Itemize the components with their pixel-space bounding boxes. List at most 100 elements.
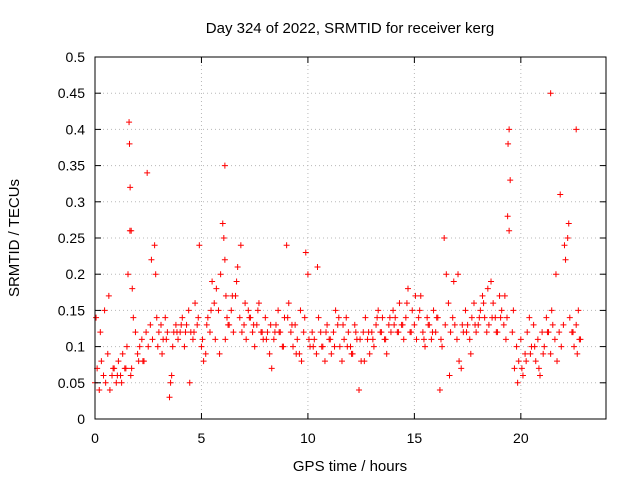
y-tick-label: 0.25	[58, 230, 85, 246]
data-point	[479, 292, 486, 299]
data-point	[195, 314, 202, 321]
data-point	[321, 358, 328, 365]
data-point	[442, 321, 449, 328]
data-point	[514, 379, 521, 386]
data-point	[493, 329, 500, 336]
data-point	[138, 336, 145, 343]
data-point	[126, 227, 133, 234]
data-point	[272, 321, 279, 328]
data-point	[402, 314, 409, 321]
data-point	[98, 358, 105, 365]
data-point	[356, 387, 363, 394]
data-point	[445, 300, 452, 307]
data-point	[167, 379, 174, 386]
data-point	[507, 177, 514, 184]
data-point	[366, 350, 373, 357]
axis-ticks	[94, 56, 606, 420]
data-point	[225, 321, 232, 328]
data-point	[409, 307, 416, 314]
data-point	[348, 350, 355, 357]
data-point	[573, 321, 580, 328]
data-point	[382, 336, 389, 343]
data-point	[561, 242, 568, 249]
data-point	[539, 329, 546, 336]
data-point	[505, 140, 512, 147]
data-points	[92, 90, 584, 401]
data-point	[130, 314, 137, 321]
data-point	[456, 358, 463, 365]
data-point	[413, 336, 420, 343]
data-point	[472, 321, 479, 328]
data-point	[459, 321, 466, 328]
x-tick-label: 15	[407, 430, 423, 446]
data-point	[481, 314, 488, 321]
data-point	[522, 350, 529, 357]
data-point	[476, 314, 483, 321]
data-point	[383, 350, 390, 357]
data-point	[211, 300, 218, 307]
data-point	[262, 314, 269, 321]
data-point	[501, 292, 508, 299]
data-point	[145, 343, 152, 350]
data-point	[102, 379, 109, 386]
data-point	[229, 292, 236, 299]
data-point	[126, 119, 133, 126]
data-point	[284, 314, 291, 321]
data-point	[485, 321, 492, 328]
data-point	[361, 358, 368, 365]
data-point	[327, 336, 334, 343]
data-point	[313, 350, 320, 357]
data-point	[517, 336, 524, 343]
data-point	[287, 329, 294, 336]
data-point	[285, 300, 292, 307]
data-point	[221, 162, 228, 169]
data-point	[557, 191, 564, 198]
data-point	[200, 358, 207, 365]
data-point	[503, 314, 510, 321]
data-point	[417, 292, 424, 299]
data-point	[154, 343, 161, 350]
y-tick-label: 0.15	[58, 302, 85, 318]
data-point	[144, 169, 151, 176]
data-point	[179, 314, 186, 321]
data-point	[136, 343, 143, 350]
data-point	[119, 350, 126, 357]
data-point	[362, 314, 369, 321]
data-point	[551, 336, 558, 343]
data-point	[304, 271, 311, 278]
data-point	[462, 307, 469, 314]
data-point	[437, 336, 444, 343]
data-point	[267, 321, 274, 328]
data-point	[181, 343, 188, 350]
data-point	[237, 242, 244, 249]
data-point	[105, 292, 112, 299]
data-point	[310, 343, 317, 350]
data-point	[254, 307, 261, 314]
data-point	[424, 314, 431, 321]
data-point	[148, 256, 155, 263]
data-point	[455, 271, 462, 278]
data-point	[473, 329, 480, 336]
data-point	[573, 126, 580, 133]
data-point	[192, 300, 199, 307]
data-point	[123, 343, 130, 350]
grid	[95, 57, 606, 419]
data-point	[466, 336, 473, 343]
data-point	[489, 314, 496, 321]
x-tick-labels: 0 5 10 15 20	[91, 430, 529, 446]
data-point	[352, 329, 359, 336]
data-point	[318, 343, 325, 350]
data-point	[169, 343, 176, 350]
data-point	[464, 321, 471, 328]
data-point	[213, 285, 220, 292]
data-point	[314, 263, 321, 270]
data-point	[458, 365, 465, 372]
data-point	[208, 307, 215, 314]
data-point	[375, 307, 382, 314]
data-point	[212, 336, 219, 343]
data-point	[338, 358, 345, 365]
data-point	[224, 314, 231, 321]
data-point	[152, 271, 159, 278]
data-point	[336, 343, 343, 350]
data-point	[518, 365, 525, 372]
